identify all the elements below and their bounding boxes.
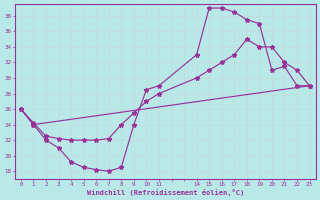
X-axis label: Windchill (Refroidissement éolien,°C): Windchill (Refroidissement éolien,°C) bbox=[87, 189, 244, 196]
